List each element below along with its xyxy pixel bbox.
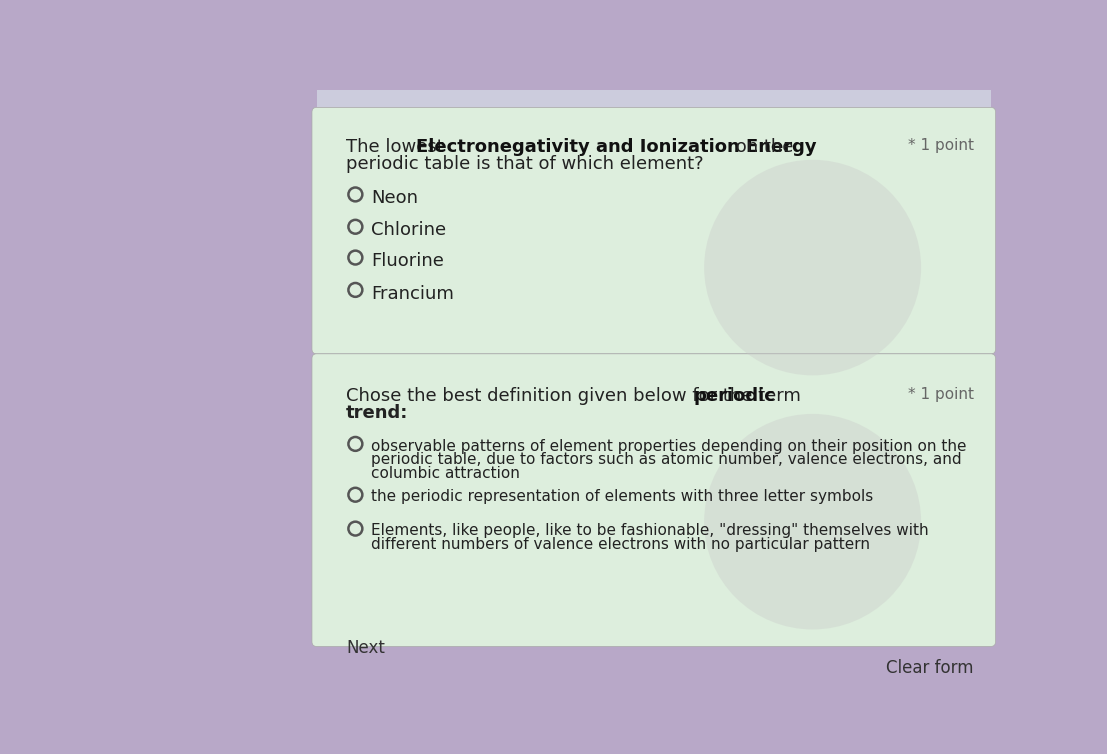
Text: columbic attraction: columbic attraction [371, 466, 520, 481]
Circle shape [704, 414, 921, 630]
Text: on the: on the [730, 138, 793, 156]
Text: Fluorine: Fluorine [371, 252, 444, 270]
Text: * 1 point: * 1 point [908, 138, 974, 153]
Text: Next: Next [346, 639, 385, 657]
Text: periodic: periodic [693, 387, 775, 405]
Text: Elements, like people, like to be fashionable, "dressing" themselves with: Elements, like people, like to be fashio… [371, 523, 929, 538]
FancyBboxPatch shape [317, 90, 991, 107]
FancyBboxPatch shape [312, 107, 995, 354]
Text: Francium: Francium [371, 284, 454, 302]
Text: * 1 point: * 1 point [908, 387, 974, 402]
Text: Chlorine: Chlorine [371, 222, 446, 239]
Text: periodic table is that of which element?: periodic table is that of which element? [346, 155, 704, 173]
FancyBboxPatch shape [312, 354, 995, 646]
Text: the periodic representation of elements with three letter symbols: the periodic representation of elements … [371, 489, 873, 504]
Text: trend:: trend: [346, 404, 408, 422]
Text: observable patterns of element properties depending on their position on the: observable patterns of element propertie… [371, 439, 966, 453]
Circle shape [704, 160, 921, 375]
Text: periodic table, due to factors such as atomic number, valence electrons, and: periodic table, due to factors such as a… [371, 452, 962, 467]
Text: Electronegativity and Ionization Energy: Electronegativity and Ionization Energy [416, 138, 817, 156]
Text: different numbers of valence electrons with no particular pattern: different numbers of valence electrons w… [371, 537, 870, 552]
Text: Chose the best definition given below for the term: Chose the best definition given below fo… [346, 387, 807, 405]
Text: The lowest: The lowest [346, 138, 449, 156]
Text: Clear form: Clear form [887, 659, 974, 677]
Text: Neon: Neon [371, 189, 417, 207]
